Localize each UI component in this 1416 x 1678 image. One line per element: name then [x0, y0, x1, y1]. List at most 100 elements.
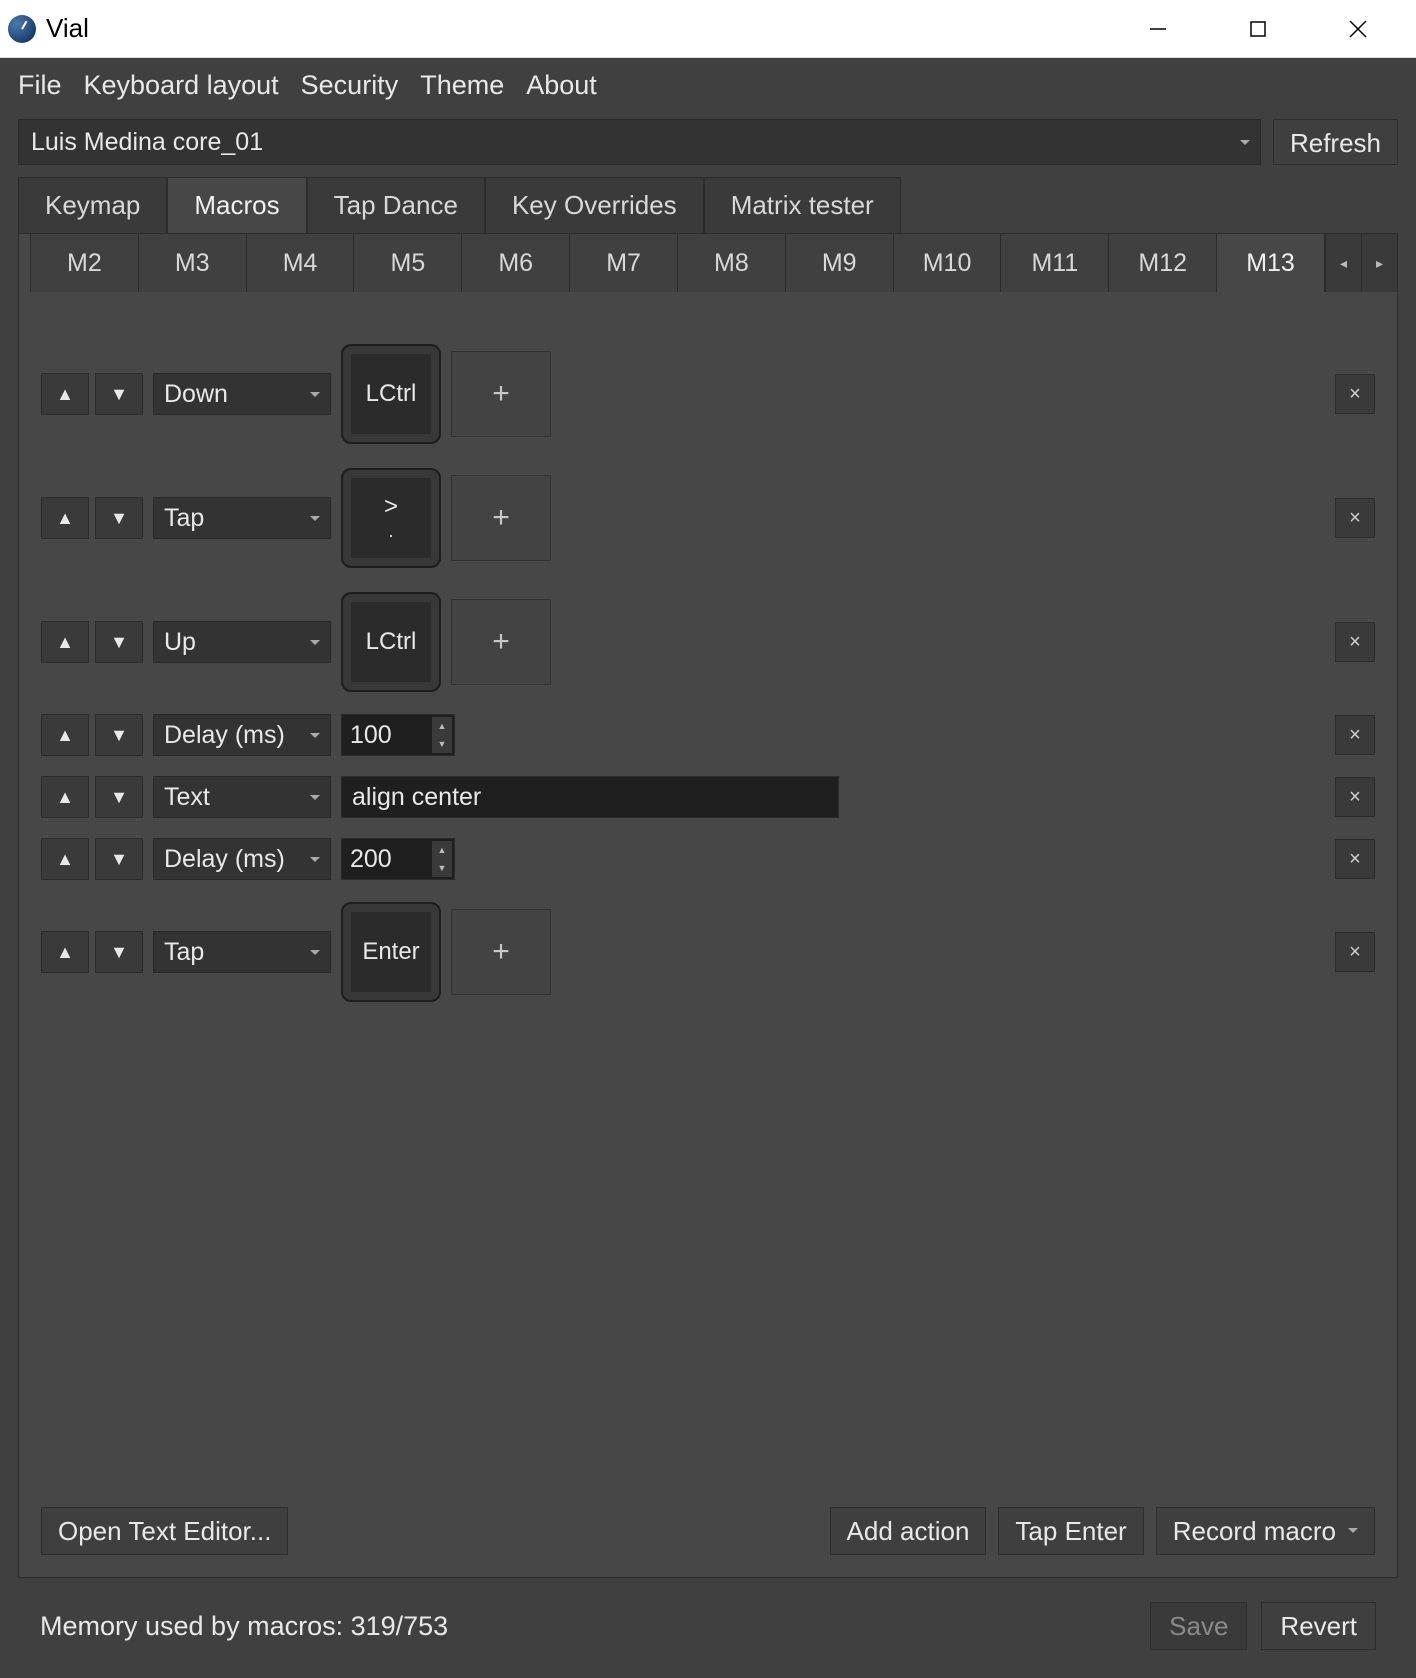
delay-input-wrap: ▲▼: [341, 714, 455, 756]
macro-row: ▲▼Delay (ms)▲▼×: [41, 704, 1375, 766]
macro-tab-m13[interactable]: M13: [1217, 234, 1325, 292]
delete-row-button[interactable]: ×: [1335, 777, 1375, 817]
add-key-button[interactable]: +: [451, 599, 551, 685]
open-text-editor-button[interactable]: Open Text Editor...: [41, 1507, 288, 1555]
add-key-button[interactable]: +: [451, 475, 551, 561]
move-down-button[interactable]: ▼: [95, 776, 143, 818]
menu-keyboard-layout[interactable]: Keyboard layout: [84, 70, 279, 101]
spin-up[interactable]: ▲: [432, 841, 452, 859]
bottom-actions: Open Text Editor... Add action Tap Enter…: [19, 1489, 1397, 1577]
tab-keymap[interactable]: Keymap: [18, 177, 167, 233]
tab-tap-dance[interactable]: Tap Dance: [307, 177, 485, 233]
tab-macros[interactable]: Macros: [167, 177, 306, 233]
move-up-button[interactable]: ▲: [41, 776, 89, 818]
macro-row: ▲▼DownLCtrl+ ×: [41, 332, 1375, 456]
macro-tab-m12[interactable]: M12: [1109, 234, 1217, 292]
app-body: File Keyboard layout Security Theme Abou…: [0, 58, 1416, 1678]
app-icon: [8, 15, 36, 43]
macro-tab-m11[interactable]: M11: [1001, 234, 1109, 292]
move-up-button[interactable]: ▲: [41, 838, 89, 880]
text-input[interactable]: [341, 776, 839, 818]
move-up-button[interactable]: ▲: [41, 373, 89, 415]
tab-key-overrides[interactable]: Key Overrides: [485, 177, 704, 233]
window-title: Vial: [46, 13, 1138, 44]
memory-status: Memory used by macros: 319/753: [40, 1611, 1136, 1642]
macro-tab-m3[interactable]: M3: [139, 234, 247, 292]
action-type-select[interactable]: Up: [153, 621, 331, 663]
move-down-button[interactable]: ▼: [95, 714, 143, 756]
macro-tab-m6[interactable]: M6: [462, 234, 570, 292]
menu-security[interactable]: Security: [301, 70, 399, 101]
macro-row: ▲▼Tap>.+ ×: [41, 456, 1375, 580]
macro-rows: ▲▼DownLCtrl+×▲▼Tap>.+×▲▼UpLCtrl+×▲▼Delay…: [19, 292, 1397, 1489]
tap-enter-button[interactable]: Tap Enter: [998, 1507, 1143, 1555]
menu-file[interactable]: File: [18, 70, 62, 101]
delete-row-button[interactable]: ×: [1335, 498, 1375, 538]
delete-row-button[interactable]: ×: [1335, 839, 1375, 879]
macro-tab-edge: [19, 234, 31, 292]
action-type-select[interactable]: Tap: [153, 497, 331, 539]
move-down-button[interactable]: ▼: [95, 497, 143, 539]
macro-row: ▲▼Delay (ms)▲▼×: [41, 828, 1375, 890]
action-type-select[interactable]: Delay (ms): [153, 714, 331, 756]
delete-row-button[interactable]: ×: [1335, 622, 1375, 662]
action-type-select[interactable]: Text: [153, 776, 331, 818]
minimize-button[interactable]: [1138, 9, 1178, 49]
move-up-button[interactable]: ▲: [41, 621, 89, 663]
status-row: Memory used by macros: 319/753 Save Reve…: [0, 1592, 1416, 1678]
titlebar: Vial: [0, 0, 1416, 58]
move-up-button[interactable]: ▲: [41, 714, 89, 756]
move-down-button[interactable]: ▼: [95, 621, 143, 663]
save-button[interactable]: Save: [1150, 1602, 1247, 1650]
move-down-button[interactable]: ▼: [95, 838, 143, 880]
action-type-select[interactable]: Tap: [153, 931, 331, 973]
move-up-button[interactable]: ▲: [41, 931, 89, 973]
delete-row-button[interactable]: ×: [1335, 374, 1375, 414]
action-type-select[interactable]: Down: [153, 373, 331, 415]
refresh-button[interactable]: Refresh: [1273, 119, 1398, 165]
close-button[interactable]: [1338, 9, 1378, 49]
macro-tabs: M2M3M4M5M6M7M8M9M10M11M12M13 ◂ ▸: [19, 234, 1397, 292]
window-controls: [1138, 9, 1408, 49]
macro-tab-m2[interactable]: M2: [31, 234, 139, 292]
add-key-button[interactable]: +: [451, 351, 551, 437]
macro-tab-m5[interactable]: M5: [354, 234, 462, 292]
device-select[interactable]: Luis Medina core_01: [18, 119, 1261, 165]
add-action-button[interactable]: Add action: [830, 1507, 987, 1555]
keycap[interactable]: LCtrl: [341, 344, 441, 444]
tab-matrix-tester[interactable]: Matrix tester: [704, 177, 901, 233]
spin-up[interactable]: ▲: [432, 717, 452, 735]
macro-tab-m4[interactable]: M4: [247, 234, 355, 292]
keycap[interactable]: >.: [341, 468, 441, 568]
action-type-select[interactable]: Delay (ms): [153, 838, 331, 880]
content: M2M3M4M5M6M7M8M9M10M11M12M13 ◂ ▸ ▲▼DownL…: [18, 233, 1398, 1578]
record-macro-button[interactable]: Record macro: [1156, 1507, 1375, 1555]
macro-row: ▲▼UpLCtrl+ ×: [41, 580, 1375, 704]
move-up-button[interactable]: ▲: [41, 497, 89, 539]
move-down-button[interactable]: ▼: [95, 373, 143, 415]
macro-scroll-left[interactable]: ◂: [1325, 234, 1361, 292]
maximize-button[interactable]: [1238, 9, 1278, 49]
macro-tab-m8[interactable]: M8: [678, 234, 786, 292]
macro-row: ▲▼Text ×: [41, 766, 1375, 828]
add-key-button[interactable]: +: [451, 909, 551, 995]
delete-row-button[interactable]: ×: [1335, 715, 1375, 755]
revert-button[interactable]: Revert: [1261, 1602, 1376, 1650]
spin-down[interactable]: ▼: [432, 735, 452, 753]
keycap[interactable]: LCtrl: [341, 592, 441, 692]
keycap[interactable]: Enter: [341, 902, 441, 1002]
move-down-button[interactable]: ▼: [95, 931, 143, 973]
menu-theme[interactable]: Theme: [420, 70, 504, 101]
macro-scroll-right[interactable]: ▸: [1361, 234, 1397, 292]
toolbar: Luis Medina core_01 Refresh: [0, 113, 1416, 177]
spin-down[interactable]: ▼: [432, 859, 452, 877]
main-tabs: KeymapMacrosTap DanceKey OverridesMatrix…: [0, 177, 1416, 233]
delete-row-button[interactable]: ×: [1335, 932, 1375, 972]
menubar: File Keyboard layout Security Theme Abou…: [0, 58, 1416, 113]
macro-tab-m9[interactable]: M9: [786, 234, 894, 292]
menu-about[interactable]: About: [526, 70, 597, 101]
macro-tab-m10[interactable]: M10: [894, 234, 1002, 292]
delay-input-wrap: ▲▼: [341, 838, 455, 880]
macro-row: ▲▼TapEnter+ ×: [41, 890, 1375, 1014]
macro-tab-m7[interactable]: M7: [570, 234, 678, 292]
